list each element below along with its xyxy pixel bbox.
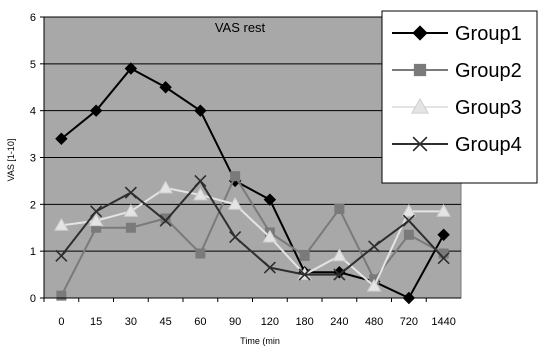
legend-label: Group3 (455, 97, 522, 119)
data-point-group4 (263, 261, 276, 274)
x-tick-label: 30 (125, 316, 137, 328)
series-group (54, 62, 451, 305)
data-point-group1 (55, 132, 68, 145)
data-point-group4 (55, 249, 68, 262)
data-point-group4 (229, 231, 242, 244)
data-point-group4 (368, 240, 381, 253)
series-group4 (55, 174, 450, 281)
legend-label: Group4 (455, 134, 522, 156)
x-tick-label: 480 (365, 316, 383, 328)
x-tick-label: 45 (160, 316, 172, 328)
data-point-group2 (299, 250, 310, 261)
y-axis-title: VAS [1-10] (6, 139, 16, 182)
data-point-group3 (158, 180, 173, 194)
data-point-group4 (194, 174, 207, 187)
legend-entry-group4: Group4 (392, 134, 522, 156)
x-tick-label: 720 (400, 316, 418, 328)
data-point-group2 (195, 248, 206, 259)
x-tick-label: 1440 (431, 316, 455, 328)
x-tick-label: 0 (58, 316, 64, 328)
legend-box (381, 10, 538, 184)
data-point-group3 (123, 203, 139, 217)
series-line-group1 (60, 67, 445, 300)
x-tick-label: 90 (229, 316, 241, 328)
data-point-group4 (437, 252, 450, 265)
y-tick-label: 6 (30, 12, 36, 24)
data-point-group1 (194, 104, 207, 117)
y-axis-ticks: 0 1 2 3 4 5 6 (30, 12, 44, 305)
data-point-group1 (159, 81, 172, 94)
y-tick-label: 2 (30, 199, 36, 211)
data-point-group2 (160, 213, 171, 224)
x-axis-ticks: 0 15 30 45 60 90 120 180 240 480 720 1440 (43, 298, 456, 328)
x-axis-title: Time (min (240, 336, 280, 346)
legend: Group1 Group2 Group3 Group4 (381, 10, 538, 184)
data-point-group3 (332, 248, 347, 262)
x-tick-label: 180 (295, 316, 313, 328)
data-point-group2 (334, 204, 345, 215)
y-tick-label: 1 (30, 246, 36, 258)
data-point-group4 (124, 186, 137, 199)
data-point-group3 (262, 229, 278, 243)
y-tick-label: 5 (30, 59, 36, 71)
y-tick-label: 3 (30, 153, 36, 165)
y-tick-label: 0 (30, 293, 36, 305)
data-point-group3 (401, 203, 417, 217)
data-point-group2 (230, 171, 241, 182)
legend-marker (412, 25, 428, 41)
data-point-group3 (436, 203, 451, 217)
data-point-group1 (263, 193, 277, 206)
legend-marker (412, 136, 428, 152)
legend-entry-group3: Group3 (392, 97, 522, 119)
data-point-group3 (54, 217, 69, 231)
data-point-group3 (227, 196, 243, 210)
legend-entry-group1: Group1 (392, 23, 522, 45)
data-point-group4 (333, 268, 346, 281)
data-point-group2 (56, 290, 67, 301)
series-group3 (54, 180, 451, 292)
data-point-group2 (403, 229, 414, 240)
y-tick-label: 4 (30, 106, 36, 118)
data-point-group3 (88, 213, 104, 227)
data-point-group4 (159, 214, 172, 227)
x-tick-label: 60 (194, 316, 206, 328)
x-tick-label: 120 (261, 316, 279, 328)
x-tick-label: 240 (330, 316, 348, 328)
data-point-group2 (125, 222, 136, 233)
series-line-group3 (61, 186, 444, 288)
data-point-group1 (437, 228, 450, 241)
data-point-group3 (193, 187, 208, 201)
data-point-group3 (366, 278, 382, 292)
data-point-group1 (124, 62, 138, 75)
legend-label: Group2 (455, 60, 522, 82)
data-point-group4 (402, 214, 415, 227)
series-line-group4 (60, 179, 445, 276)
x-tick-label: 15 (90, 316, 102, 328)
legend-marker (411, 97, 429, 114)
legend-marker (413, 63, 427, 77)
data-point-group4 (90, 205, 103, 218)
legend-entry-group2: Group2 (392, 60, 522, 82)
legend-label: Group1 (455, 23, 522, 45)
data-point-group1 (89, 104, 103, 117)
chart-title: VAS rest (215, 20, 266, 35)
data-point-group4 (298, 268, 311, 281)
